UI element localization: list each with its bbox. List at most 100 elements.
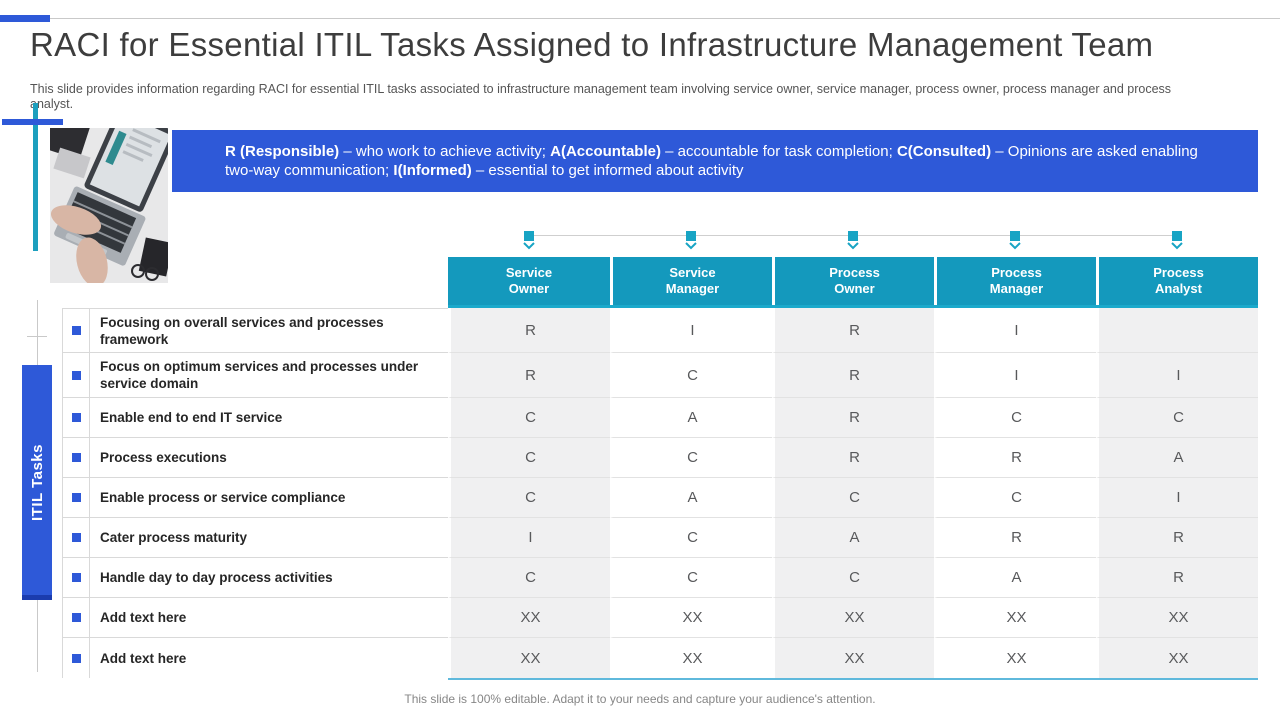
- table-body: Focusing on overall services and process…: [62, 308, 1258, 678]
- table-row: Process executions C C R R A: [62, 438, 1258, 478]
- bullet-square-icon: [71, 413, 81, 422]
- bullet-cell: [62, 558, 90, 598]
- bullet-cell: [62, 478, 90, 518]
- raci-cell: XX: [610, 638, 772, 678]
- itil-tasks-text: ITIL Tasks: [28, 444, 46, 521]
- column-header-line2: Manager: [989, 281, 1044, 296]
- marker-square-icon: [686, 231, 696, 241]
- marker-square-icon: [1172, 231, 1182, 241]
- page-title: RACI for Essential ITIL Tasks Assigned t…: [30, 26, 1154, 63]
- column-header-line2: Manager: [665, 281, 720, 296]
- task-label: Enable process or service compliance: [90, 478, 448, 518]
- column-header-line1: Service: [505, 265, 553, 280]
- task-label: Cater process maturity: [90, 518, 448, 558]
- chevron-down-icon: [523, 242, 535, 250]
- raci-cell: R: [1096, 558, 1258, 598]
- table-row: Focus on optimum services and processes …: [62, 353, 1258, 398]
- column-marker: [934, 231, 1096, 255]
- decor-blue-horizontal-bar: [2, 119, 63, 125]
- raci-cell: R: [448, 308, 610, 353]
- bullet-square-icon: [71, 453, 81, 462]
- bullet-square-icon: [71, 326, 81, 335]
- raci-cell: C: [448, 398, 610, 438]
- table-row: Enable process or service compliance C A…: [62, 478, 1258, 518]
- raci-term: I(Informed): [393, 162, 472, 179]
- footer-note: This slide is 100% editable. Adapt it to…: [404, 692, 876, 706]
- marker-square-icon: [848, 231, 858, 241]
- raci-definition-banner: R (Responsible) – who work to achieve ac…: [172, 130, 1258, 192]
- raci-cell: XX: [772, 638, 934, 678]
- raci-cell: R: [934, 518, 1096, 558]
- raci-cell: C: [448, 558, 610, 598]
- raci-cell: A: [934, 558, 1096, 598]
- table-row: Add text here XX XX XX XX XX: [62, 638, 1258, 678]
- raci-cell: R: [772, 353, 934, 398]
- raci-cell: XX: [1096, 638, 1258, 678]
- raci-term-definition: – essential to get informed about activi…: [471, 162, 744, 179]
- raci-cell: I: [934, 308, 1096, 353]
- raci-cell: C: [934, 398, 1096, 438]
- raci-cell: I: [448, 518, 610, 558]
- raci-cell: I: [1096, 478, 1258, 518]
- column-header-line2: Owner: [508, 281, 550, 296]
- raci-term-definition: – who work to achieve activity;: [339, 143, 551, 160]
- table-bottom-rule: [448, 678, 1258, 680]
- raci-cell: XX: [448, 638, 610, 678]
- marker-square-icon: [524, 231, 534, 241]
- table-row: Focusing on overall services and process…: [62, 308, 1258, 353]
- task-label: Add text here: [100, 650, 187, 666]
- raci-cell: XX: [610, 598, 772, 638]
- raci-cell: C: [448, 438, 610, 478]
- raci-term: A(Accountable): [550, 143, 661, 160]
- task-label: Focus on optimum services and processes …: [90, 353, 448, 398]
- raci-cell: A: [1096, 438, 1258, 478]
- header-underline: [448, 305, 1258, 308]
- column-header: Process Analyst: [1096, 257, 1258, 305]
- task-label: Handle day to day process activities: [90, 558, 448, 598]
- marker-square-icon: [1010, 231, 1020, 241]
- table-row: Add text here XX XX XX XX XX: [62, 598, 1258, 638]
- column-markers: [448, 231, 1258, 255]
- raci-cell: C: [610, 353, 772, 398]
- task-label: Process executions: [90, 438, 448, 478]
- chevron-down-icon: [1009, 242, 1021, 250]
- raci-term: C(Consulted): [896, 143, 992, 160]
- raci-cell: I: [1096, 353, 1258, 398]
- raci-cell: C: [772, 558, 934, 598]
- bullet-cell: [62, 398, 90, 438]
- raci-cell: C: [1096, 398, 1258, 438]
- column-marker: [448, 231, 610, 255]
- raci-term-definition: – accountable for task completion;: [660, 143, 897, 160]
- bullet-square-icon: [71, 653, 81, 663]
- column-header: Service Manager: [610, 257, 772, 305]
- column-header-line1: Process: [991, 265, 1042, 280]
- raci-cell: A: [610, 398, 772, 438]
- raci-cell: I: [610, 308, 772, 353]
- table-row: Enable end to end IT service C A R C C: [62, 398, 1258, 438]
- column-header: Process Owner: [772, 257, 934, 305]
- raci-cell: [1096, 308, 1258, 353]
- raci-cell: C: [448, 478, 610, 518]
- raci-cell: C: [934, 478, 1096, 518]
- raci-cell: R: [448, 353, 610, 398]
- bullet-square-icon: [71, 573, 81, 582]
- raci-cell: R: [1096, 518, 1258, 558]
- raci-cell: XX: [934, 598, 1096, 638]
- raci-cell: I: [934, 353, 1096, 398]
- raci-cell: C: [610, 438, 772, 478]
- raci-cell: C: [772, 478, 934, 518]
- bullet-cell: [62, 518, 90, 558]
- table-row: Handle day to day process activities C C…: [62, 558, 1258, 598]
- raci-cell: XX: [934, 638, 1096, 678]
- raci-term: R (Responsible): [225, 143, 340, 160]
- chevron-down-icon: [1171, 242, 1183, 250]
- itil-tasks-side-label: ITIL Tasks: [22, 365, 52, 600]
- slide-subtitle: This slide provides information regardin…: [30, 82, 1172, 111]
- column-marker: [772, 231, 934, 255]
- task-label: Add text here: [90, 598, 448, 638]
- column-marker: [610, 231, 772, 255]
- raci-cell: XX: [448, 598, 610, 638]
- bullet-cell: [62, 638, 90, 678]
- column-header-line1: Process: [829, 265, 880, 280]
